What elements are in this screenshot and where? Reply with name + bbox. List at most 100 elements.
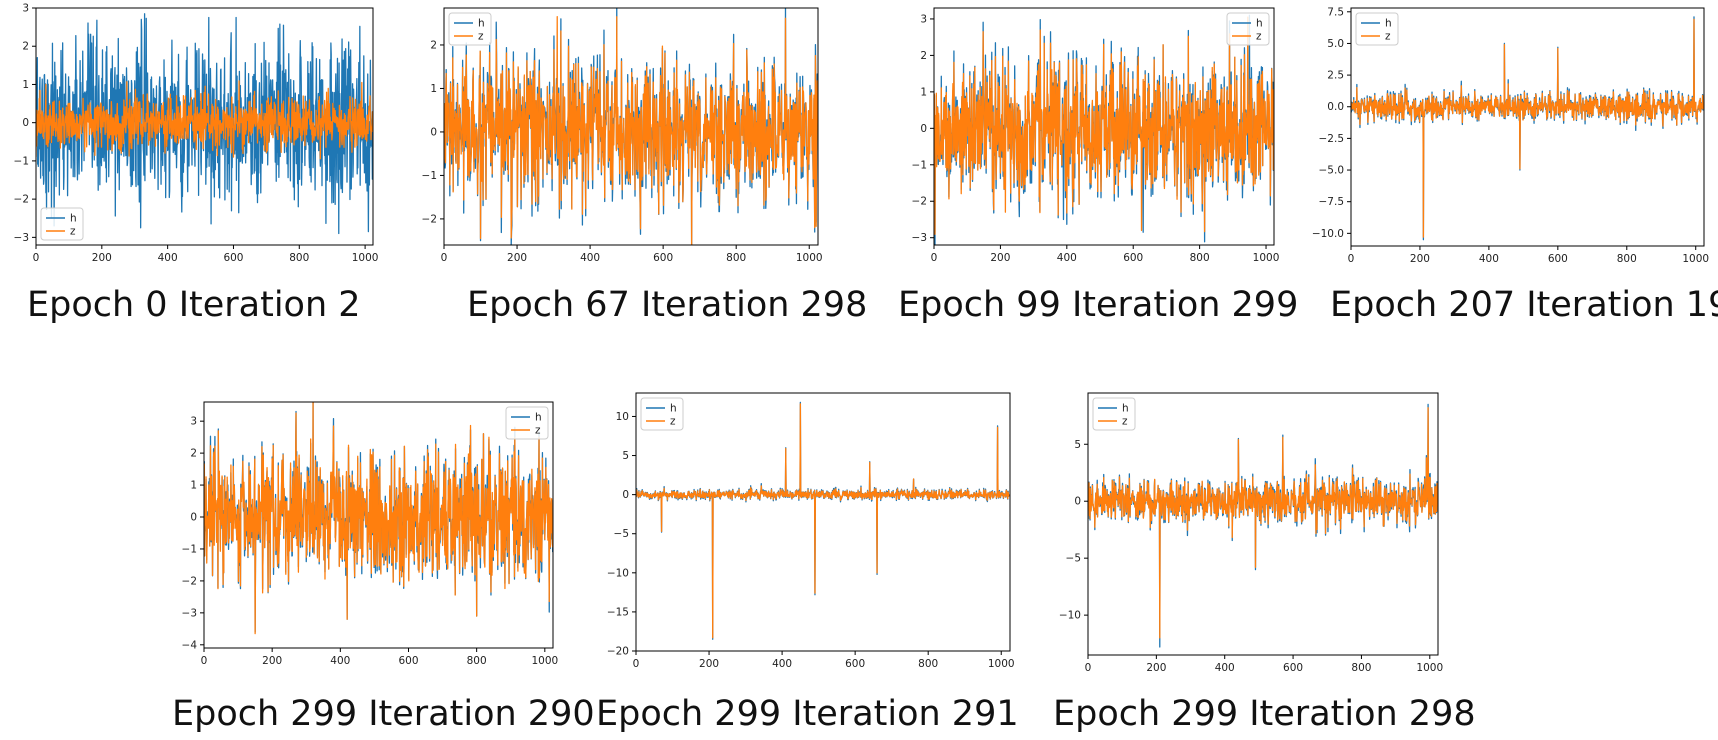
y-tick-label: 0 xyxy=(1074,496,1081,508)
chart-5-svg: 0 200 400 600 800 1000 −4 −3 −2 −1 0 1 2 3 hz xyxy=(182,401,558,667)
y-tick-label: −4 xyxy=(182,639,198,651)
y-tick-label: −20 xyxy=(607,646,629,658)
y-tick-label: −5.0 xyxy=(1319,165,1345,177)
x-tick-label: 1000 xyxy=(1416,662,1443,674)
y-tick-label: −2 xyxy=(14,194,29,206)
series-h-line xyxy=(1351,16,1704,241)
series-z-line xyxy=(36,80,373,160)
x-tick-label: 1000 xyxy=(1253,252,1280,264)
chart-panel-7: 0 200 400 600 800 1000 −10 −5 0 5 h z xyxy=(1045,385,1445,674)
y-tick-label: −7.5 xyxy=(1319,196,1345,208)
x-tick-label: 0 xyxy=(441,252,448,264)
y-tick-label: 3 xyxy=(920,13,927,25)
chart-panel-2: 0 200 400 600 800 1000 −2 −1 0 1 2 h z xyxy=(410,0,823,275)
legend-label-h: h xyxy=(1122,403,1129,415)
chart-4-plot-area xyxy=(1351,16,1704,241)
x-tick-label: 800 xyxy=(289,252,309,264)
y-tick-label: 0 xyxy=(190,512,197,524)
series-h-line xyxy=(1088,403,1438,648)
legend-label-h: h xyxy=(1256,18,1263,30)
chart-6-svg: 0 200 400 600 800 1000 −20 −15 −10 −5 0 5 10 hz xyxy=(607,392,1015,670)
y-tick-label: 10 xyxy=(616,411,629,423)
chart-1-caption: Epoch 0 Iteration 2 xyxy=(27,285,361,325)
legend-label-z: z xyxy=(1122,416,1128,428)
y-tick-label: −5 xyxy=(1066,553,1081,565)
chart-3-plot-area xyxy=(934,14,1274,245)
y-tick-label: −1 xyxy=(912,159,927,171)
chart-7-legend: hz xyxy=(1092,397,1136,431)
y-tick-label: 0 xyxy=(920,123,927,135)
y-tick-label: 0 xyxy=(622,489,629,501)
x-tick-label: 200 xyxy=(92,252,112,264)
x-tick-label: 400 xyxy=(580,252,600,264)
y-tick-label: 7.5 xyxy=(1327,6,1344,18)
chart-6-plot-area xyxy=(636,401,1010,640)
y-tick-label: 5 xyxy=(622,450,629,462)
chart-6-caption: Epoch 299 Iteration 291 xyxy=(596,694,1019,734)
y-tick-label: 2 xyxy=(920,50,927,62)
y-tick-label: −3 xyxy=(912,232,927,244)
x-tick-label: 600 xyxy=(223,252,243,264)
y-tick-label: 1 xyxy=(430,83,437,95)
chart-3-svg: 0 200 400 600 800 1000 −3 −2 −1 0 1 2 3 hz xyxy=(912,7,1280,264)
x-tick-label: 0 xyxy=(1085,662,1092,674)
chart-6-legend: hz xyxy=(640,397,684,431)
chart-1-frame xyxy=(35,7,374,246)
chart-4-legend: hz xyxy=(1355,12,1399,46)
chart-3-legend: hz xyxy=(1226,12,1270,46)
chart-7-plot-area xyxy=(1088,403,1438,648)
series-z-line xyxy=(1088,407,1438,639)
x-tick-label: 0 xyxy=(1348,253,1355,265)
series-z-line xyxy=(934,16,1274,235)
chart-2-caption: Epoch 67 Iteration 298 xyxy=(467,285,868,325)
chart-5-plot-area xyxy=(204,402,553,635)
legend-label-z: z xyxy=(670,416,676,428)
x-tick-label: 200 xyxy=(1146,662,1166,674)
y-tick-label: −1 xyxy=(14,155,29,167)
y-tick-label: 3 xyxy=(22,3,29,15)
x-tick-label: 400 xyxy=(330,655,350,667)
y-tick-label: 2 xyxy=(22,41,29,53)
x-tick-label: 400 xyxy=(1479,253,1499,265)
chart-7-caption: Epoch 299 Iteration 298 xyxy=(1053,694,1476,734)
chart-panel-3: 0 200 400 600 800 1000 −3 −2 −1 0 1 2 3 h z xyxy=(890,0,1280,275)
y-tick-label: −2 xyxy=(912,196,927,208)
chart-4-frame xyxy=(1350,7,1705,247)
x-tick-label: 800 xyxy=(467,655,487,667)
series-z-line xyxy=(204,402,553,635)
x-tick-label: 600 xyxy=(1123,252,1143,264)
x-tick-label: 0 xyxy=(201,655,208,667)
x-tick-label: 1000 xyxy=(531,655,558,667)
y-tick-label: 5.0 xyxy=(1327,38,1344,50)
chart-1-plot-area xyxy=(36,13,373,235)
y-tick-label: 3 xyxy=(190,416,197,428)
y-tick-label: 1 xyxy=(22,79,29,91)
x-tick-label: 800 xyxy=(1190,252,1210,264)
x-tick-label: 0 xyxy=(33,252,40,264)
chart-1-svg: 0 200 400 600 800 1000 −3 −2 −1 0 1 2 3 hz xyxy=(14,3,379,265)
chart-5-legend: hz xyxy=(505,406,549,440)
chart-4-svg: 0 200 400 600 800 1000 −10.0 −7.5 −5.0 −2.5 0.0 2.5… xyxy=(1312,6,1709,265)
x-tick-label: 200 xyxy=(262,655,282,667)
y-tick-label: 0 xyxy=(430,126,437,138)
chart-2-legend: hz xyxy=(448,12,492,46)
legend-label-h: h xyxy=(70,213,77,225)
x-tick-label: 400 xyxy=(772,658,792,670)
legend-label-z: z xyxy=(535,425,541,437)
chart-2-plot-area xyxy=(444,8,818,245)
legend-label-z: z xyxy=(70,226,76,238)
y-tick-label: −3 xyxy=(14,232,29,244)
chart-1-legend: hz xyxy=(40,207,84,241)
chart-panel-6: 0 200 400 600 800 1000 −20 −15 −10 −5 0 5 10 h z xyxy=(595,385,1015,670)
legend-label-h: h xyxy=(478,18,485,30)
chart-2-frame xyxy=(443,7,819,246)
y-tick-label: 2 xyxy=(190,448,197,460)
x-tick-label: 400 xyxy=(1057,252,1077,264)
x-tick-label: 600 xyxy=(653,252,673,264)
y-tick-label: 0.0 xyxy=(1327,101,1344,113)
x-tick-label: 800 xyxy=(1351,662,1371,674)
x-tick-label: 200 xyxy=(990,252,1010,264)
y-tick-label: −10 xyxy=(1059,610,1081,622)
chart-panel-5: 0 200 400 600 800 1000 −4 −3 −2 −1 0 1 2 3 h z xyxy=(170,390,570,667)
series-z-line xyxy=(1351,18,1704,238)
